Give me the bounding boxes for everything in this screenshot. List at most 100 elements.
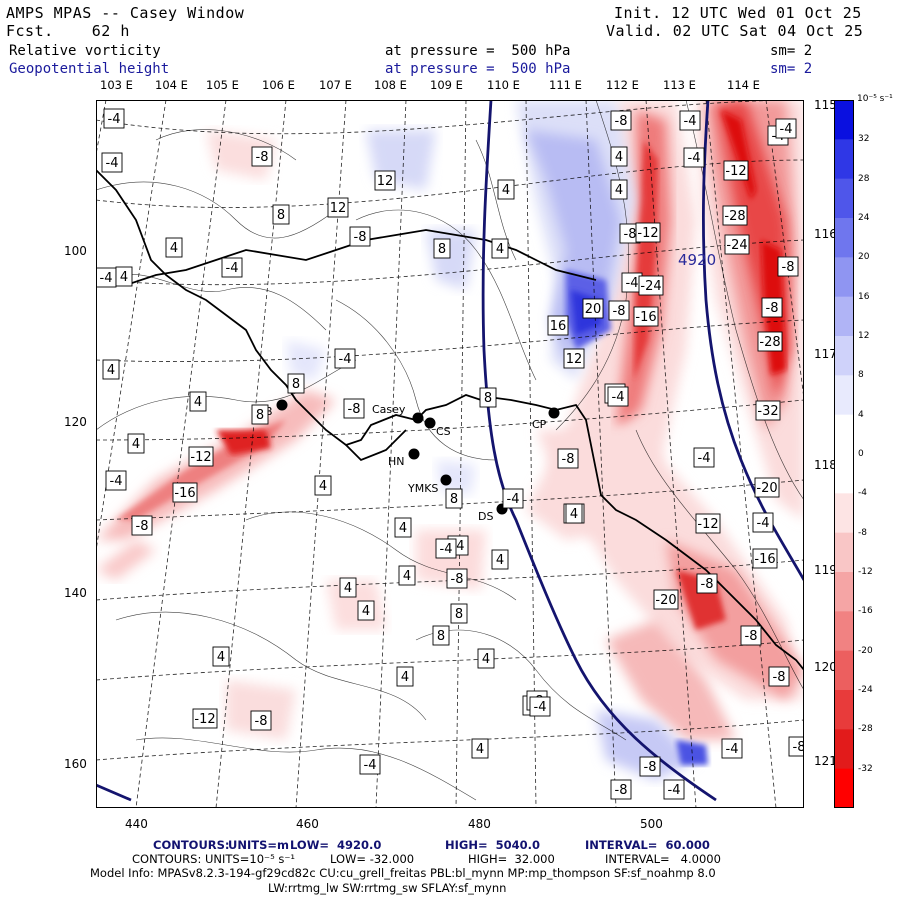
contour-label-text: -4 (698, 451, 711, 466)
footer-vort-label: CONTOURS: (132, 852, 202, 866)
contour-label: 8 (251, 404, 269, 425)
colorbar-swatch (834, 218, 854, 258)
contour-label: 8 (272, 204, 290, 225)
colorbar (834, 100, 854, 808)
colorbar-swatch (834, 336, 854, 376)
contour-label-text: 8 (455, 607, 463, 622)
colorbar-swatch (834, 139, 854, 180)
contour-label: -4 (101, 152, 123, 173)
contour-label: -4 (679, 110, 701, 131)
contour-label-text: 4 (107, 363, 115, 378)
footer-physics-info: LW:rrtmg_lw SW:rrtmg_sw SFLAY:sf_mynn (268, 881, 507, 895)
contour-label-text: -4 (339, 352, 352, 367)
contour-label: -8 (777, 256, 799, 277)
colorbar-swatch (834, 100, 854, 140)
contour-label: -8 (740, 625, 762, 646)
contour-label: -4 (103, 108, 125, 129)
contour-label-text: 8 (484, 391, 492, 406)
contour-label: 4 (491, 549, 509, 570)
contour-label-text: -28 (724, 209, 745, 224)
contour-label: -4 (334, 348, 356, 369)
contour-label-text: -8 (793, 740, 804, 755)
footer-height-high: HIGH= 5040.0 (445, 838, 540, 852)
colorbar-tick-label: 12 (858, 331, 870, 341)
colorbar-tick-label: 32 (858, 134, 870, 145)
contour-label: -4 (359, 754, 381, 775)
colorbar-swatch (834, 493, 854, 534)
contour-label: -4 (663, 779, 685, 800)
contour-label-text: -4 (108, 112, 121, 127)
contour-label: -8 (610, 779, 632, 800)
contour-label-text: -4 (626, 276, 639, 291)
longitude-label: 112 E (606, 78, 639, 92)
contour-label: 4 (398, 565, 416, 586)
longitude-label: 113 E (663, 78, 696, 92)
contour-label-text: 8 (437, 629, 445, 644)
contour-label: -20 (653, 589, 679, 610)
colorbar-swatch (834, 257, 854, 298)
contour-label: 16 (547, 315, 569, 336)
footer-height-low: LOW= 4920.0 (290, 838, 382, 852)
contour-label-text: 4 (570, 507, 578, 522)
contour-label-text: 12 (330, 201, 347, 216)
contour-label-text: 8 (450, 492, 458, 507)
contour-label: -8 (610, 110, 632, 131)
contour-label-text: -4 (440, 542, 453, 557)
longitude-label: 107 E (319, 78, 352, 92)
contour-label-text: -8 (256, 150, 269, 165)
y-axis-label: 140 (64, 586, 87, 600)
contour-label: -8 (619, 223, 641, 244)
station-dot-CS (424, 417, 436, 429)
contour-label: -8 (761, 297, 783, 318)
field2-smooth: sm= 2 (770, 61, 813, 77)
contour-label-text: -16 (635, 310, 656, 325)
x-axis-label: 440 (125, 817, 148, 831)
contour-label: -4 (621, 272, 643, 293)
contour-label-text: -4 (668, 783, 681, 798)
station-label: YMKS (407, 482, 438, 495)
valid-time: Valid. 02 UTC Sat 04 Oct 25 (606, 22, 864, 40)
colorbar-tick-label: 20 (858, 252, 870, 263)
y-axis-label: 100 (64, 244, 87, 258)
contour-label: 8 (433, 238, 451, 259)
contour-label: 20 (582, 298, 604, 319)
colorbar-tick-label: -4 (858, 488, 867, 499)
contour-label: -4 (683, 147, 705, 168)
contour-label: -4 (96, 267, 117, 288)
contour-label-text: -8 (615, 783, 628, 798)
contour-label-text: 4 (194, 395, 202, 410)
map-title: AMPS MPAS -- Casey Window (6, 4, 245, 22)
contour-label-text: -4 (688, 151, 701, 166)
x-axis-label: 480 (468, 817, 491, 831)
contour-label-text: -12 (725, 164, 746, 179)
contour-label-text: -24 (640, 279, 661, 294)
colorbar-tick-label: -28 (858, 724, 873, 735)
contour-label-text: 4 (496, 553, 504, 568)
contour-label-text: 20 (585, 302, 602, 317)
contour-label: -4 (693, 447, 715, 468)
contour-label-text: 4 (482, 652, 490, 667)
contour-label-text: -12 (190, 450, 211, 465)
station-dot-YMKS (440, 474, 452, 486)
contour-label: -16 (633, 306, 659, 327)
colorbar-unit: 10⁻⁵ s⁻¹ (857, 94, 893, 104)
station-label: HN (388, 455, 405, 468)
colorbar-swatch (834, 611, 854, 652)
contour-label-text: -8 (773, 670, 786, 685)
field1-name: Relative vorticity (9, 43, 161, 59)
longitude-label: 103 E (100, 78, 133, 92)
contour-label-text: 8 (277, 208, 285, 223)
contour-label: 4 (115, 266, 133, 287)
footer-height-label: CONTOURS: (153, 838, 230, 852)
contour-label-text: -16 (174, 486, 195, 501)
contour-label-text: -4 (110, 474, 123, 489)
contour-label: 4 (212, 646, 230, 667)
contour-label-text: 4 (496, 242, 504, 257)
contour-label: -8 (639, 756, 661, 777)
contour-label: -12 (723, 160, 749, 181)
colorbar-swatch (834, 414, 854, 455)
longitude-label: 104 E (155, 78, 188, 92)
colorbar-tick-label: -16 (858, 606, 873, 617)
contour-label: 4 (339, 577, 357, 598)
field2-name: Geopotential height (9, 61, 170, 77)
